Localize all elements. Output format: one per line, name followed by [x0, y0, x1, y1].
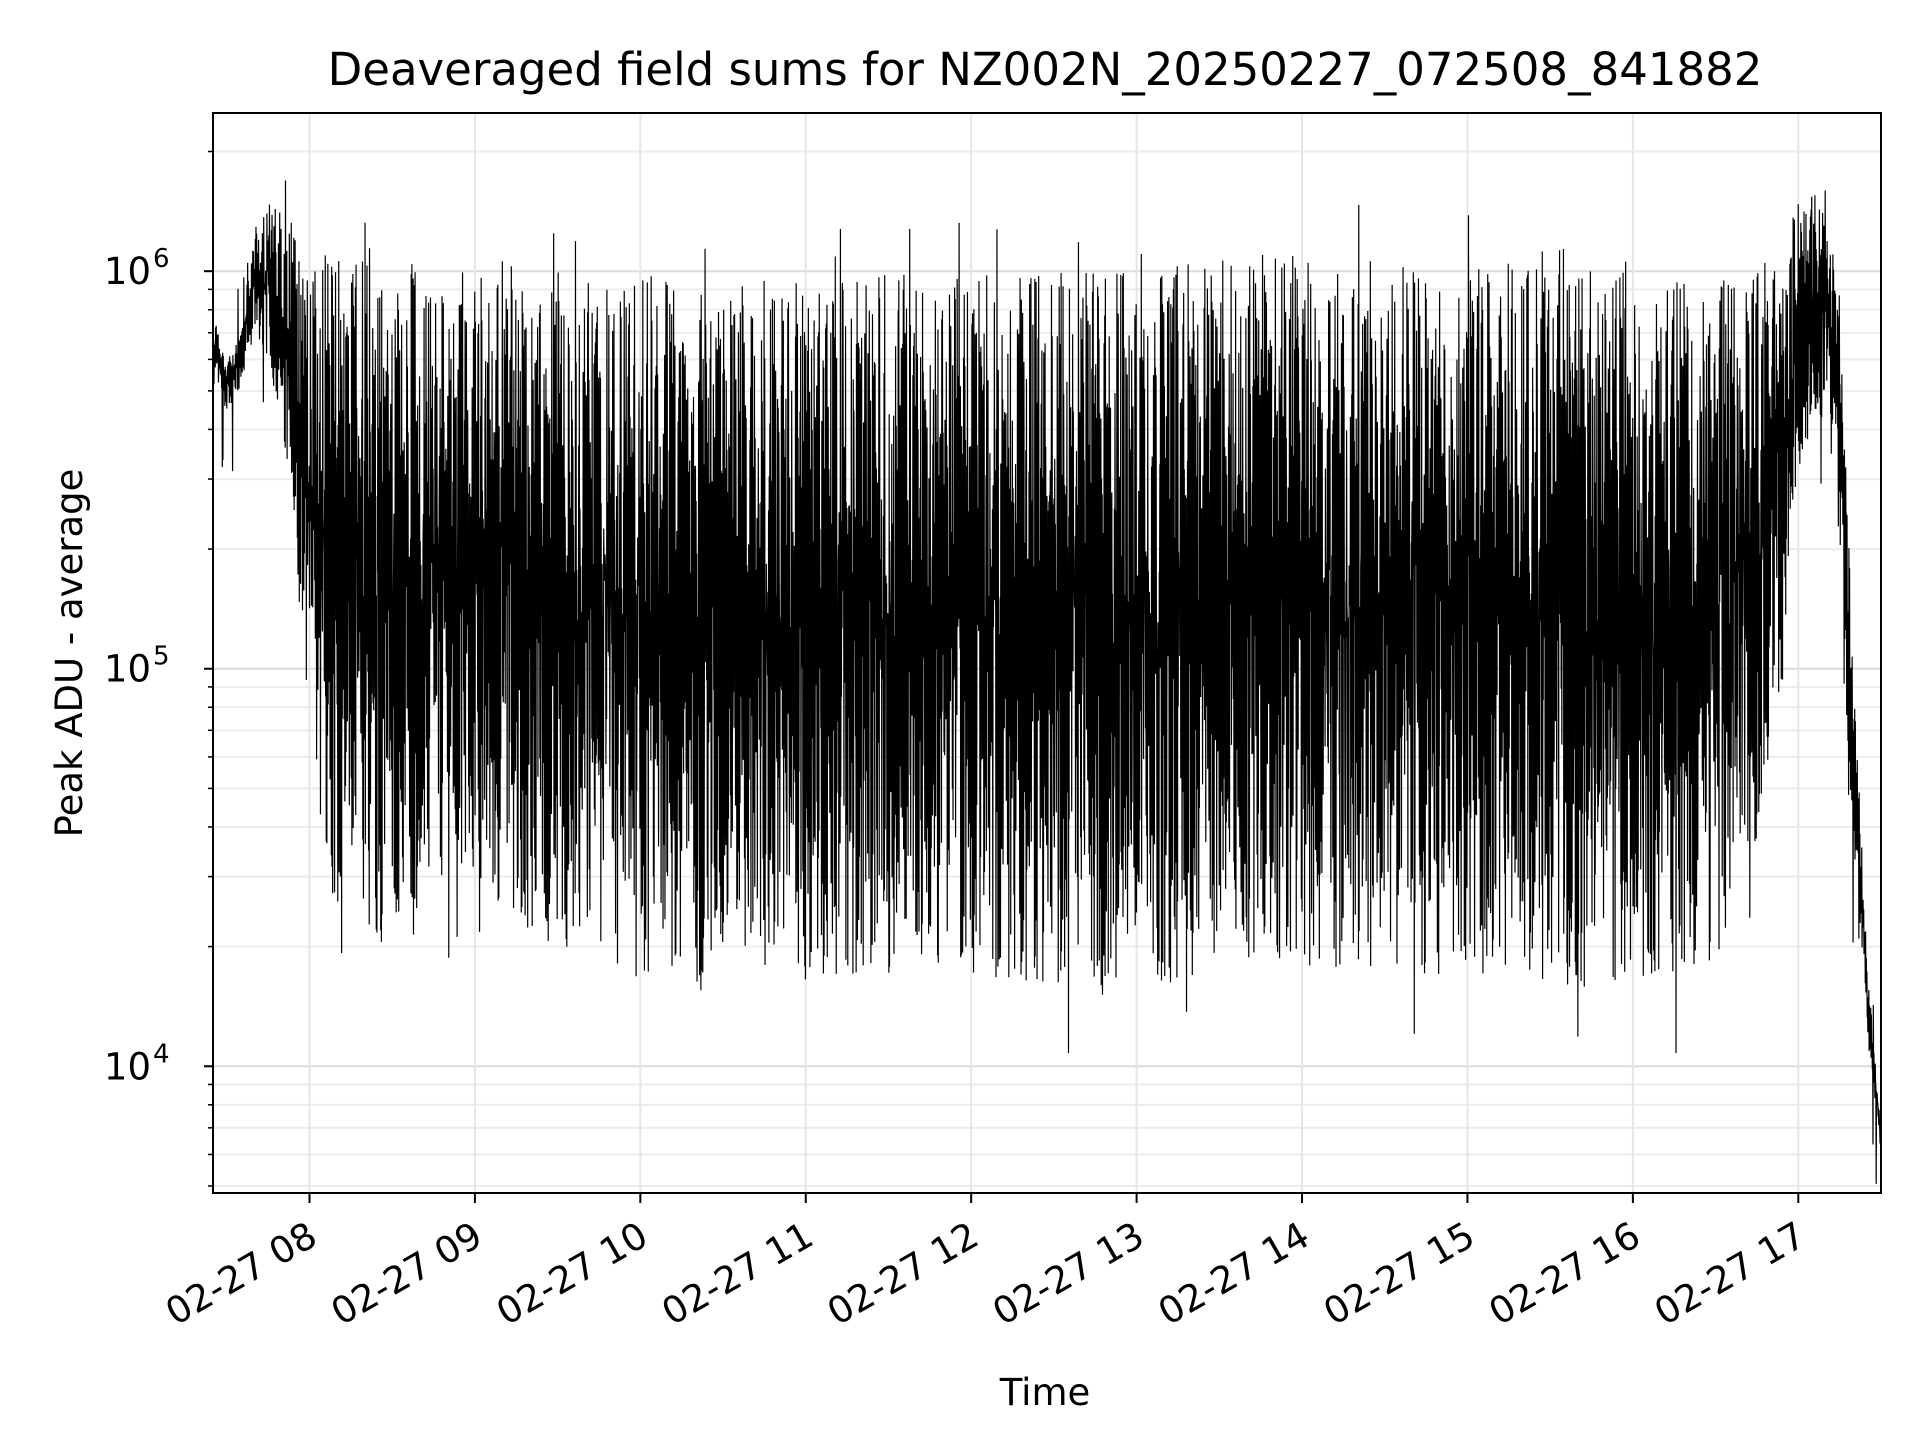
y-tick-exponent: 5 [153, 642, 170, 672]
y-axis-label: Peak ADU - average [48, 469, 91, 838]
y-tick-exponent: 4 [153, 1039, 170, 1069]
y-tick-label: 10 [104, 648, 151, 691]
chart-title: Deaveraged field sums for NZ002N_2025022… [328, 43, 1763, 96]
y-tick-label: 10 [104, 250, 151, 293]
y-tick-exponent: 6 [153, 244, 170, 274]
y-tick-label: 10 [104, 1045, 151, 1088]
series-line [212, 180, 1882, 1184]
plot-frame [212, 112, 1882, 1194]
data-layer [212, 180, 1882, 1184]
x-axis-label: Time [999, 1371, 1091, 1414]
